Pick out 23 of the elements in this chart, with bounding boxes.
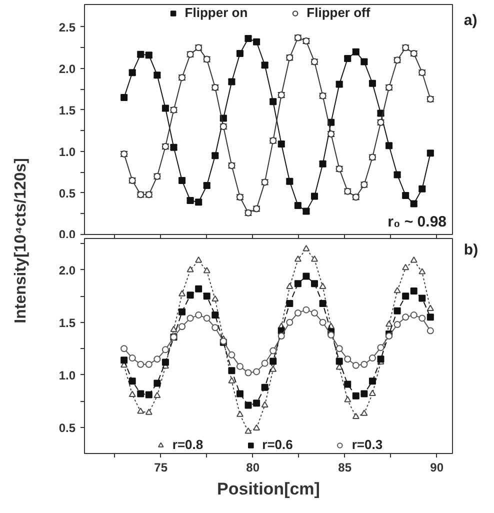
x-tick-label: 75 xyxy=(154,460,168,474)
y-tick-label: 2.5 xyxy=(58,20,76,34)
y-tick-label: 2.0 xyxy=(58,62,76,76)
y-tick-label: 0.5 xyxy=(58,186,76,200)
x-tick-label: 80 xyxy=(246,460,260,474)
legend-label: r=0.3 xyxy=(352,437,383,452)
annotation: r₀ ~ 0.98 xyxy=(388,214,447,230)
legend-label: r=0.8 xyxy=(172,437,204,452)
x-axis-title: Position[cm] xyxy=(217,480,320,498)
y-tick-label: 1.0 xyxy=(58,144,76,159)
x-tick-label: 90 xyxy=(430,460,444,474)
x-tick-label: 85 xyxy=(338,460,352,474)
y-tick-label: 0.5 xyxy=(58,420,76,435)
y-tick-label: 2.0 xyxy=(58,263,76,278)
legend-label: Flipper off xyxy=(306,5,370,20)
y-tick-label: 1.5 xyxy=(58,316,76,330)
text: b) xyxy=(464,242,478,259)
y-tick-label: 1.0 xyxy=(58,368,76,382)
y-axis-title: Intensity[10⁴cts/120s] xyxy=(12,158,30,324)
text: a) xyxy=(464,12,478,30)
legend-label: r=0.6 xyxy=(262,437,293,452)
y-tick-label: 1.5 xyxy=(58,103,76,118)
legend-label: Flipper on xyxy=(184,5,248,20)
